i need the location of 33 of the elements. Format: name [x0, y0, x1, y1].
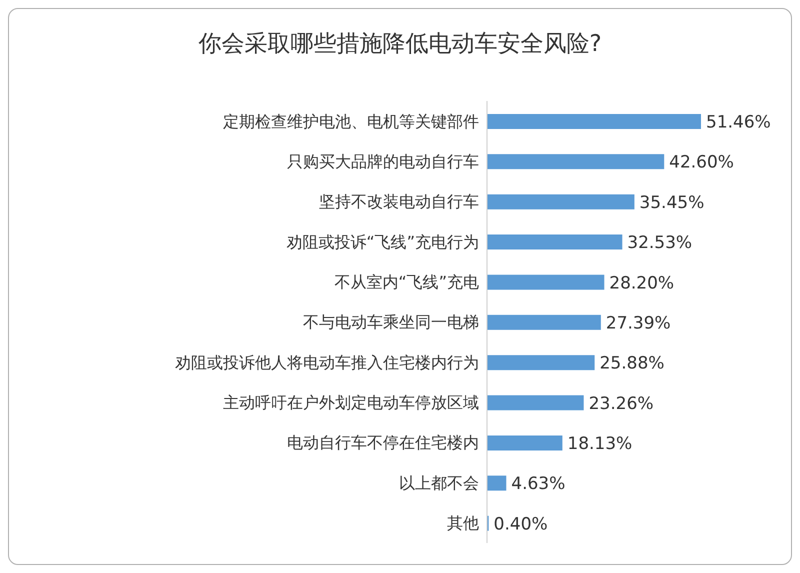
bar [487, 114, 701, 129]
y-tick-label: 劝阻或投诉他人将电动车推入住宅楼内行为 [175, 352, 479, 372]
data-label: 23.26% [588, 394, 654, 414]
bar [487, 476, 506, 491]
y-tick-label: 主动呼吁在户外划定电动车停放区域 [223, 393, 479, 412]
y-tick-label: 劝阻或投诉“飞线”充电行为 [286, 232, 479, 252]
y-tick-label: 只购买大品牌的电动自行车 [287, 152, 479, 171]
y-tick-label: 不与电动车乘坐同一电梯 [303, 312, 479, 332]
bar [487, 274, 604, 290]
y-tick-label: 坚持不改装电动自行车 [319, 192, 479, 212]
y-tick-label: 电动自行车不停在住宅楼内 [287, 433, 479, 452]
y-tick-label: 不从室内“飞线”充电 [334, 272, 479, 292]
bar [487, 395, 584, 410]
data-label: 51.46% [706, 112, 771, 133]
data-label: 4.63% [511, 474, 566, 494]
data-label: 0.40% [494, 514, 548, 534]
chart-title: 你会采取哪些措施降低电动车安全风险? [197, 30, 603, 59]
y-tick-label: 定期检查维护电池、电机等关键部件 [223, 112, 479, 131]
data-label: 28.20% [609, 273, 674, 294]
data-label: 35.45% [639, 192, 704, 213]
bar [487, 234, 622, 250]
bar [487, 355, 595, 370]
data-label: 25.88% [600, 354, 664, 374]
bar [487, 154, 664, 170]
y-tick-label: 其他 [447, 514, 479, 533]
data-label: 42.60% [669, 152, 734, 173]
bar [487, 435, 562, 450]
data-label: 18.13% [567, 434, 632, 454]
bar [487, 194, 634, 210]
data-label: 27.39% [606, 313, 671, 334]
bar [487, 314, 601, 330]
data-label: 32.53% [627, 233, 692, 254]
y-tick-label: 以上都不会 [399, 473, 479, 492]
